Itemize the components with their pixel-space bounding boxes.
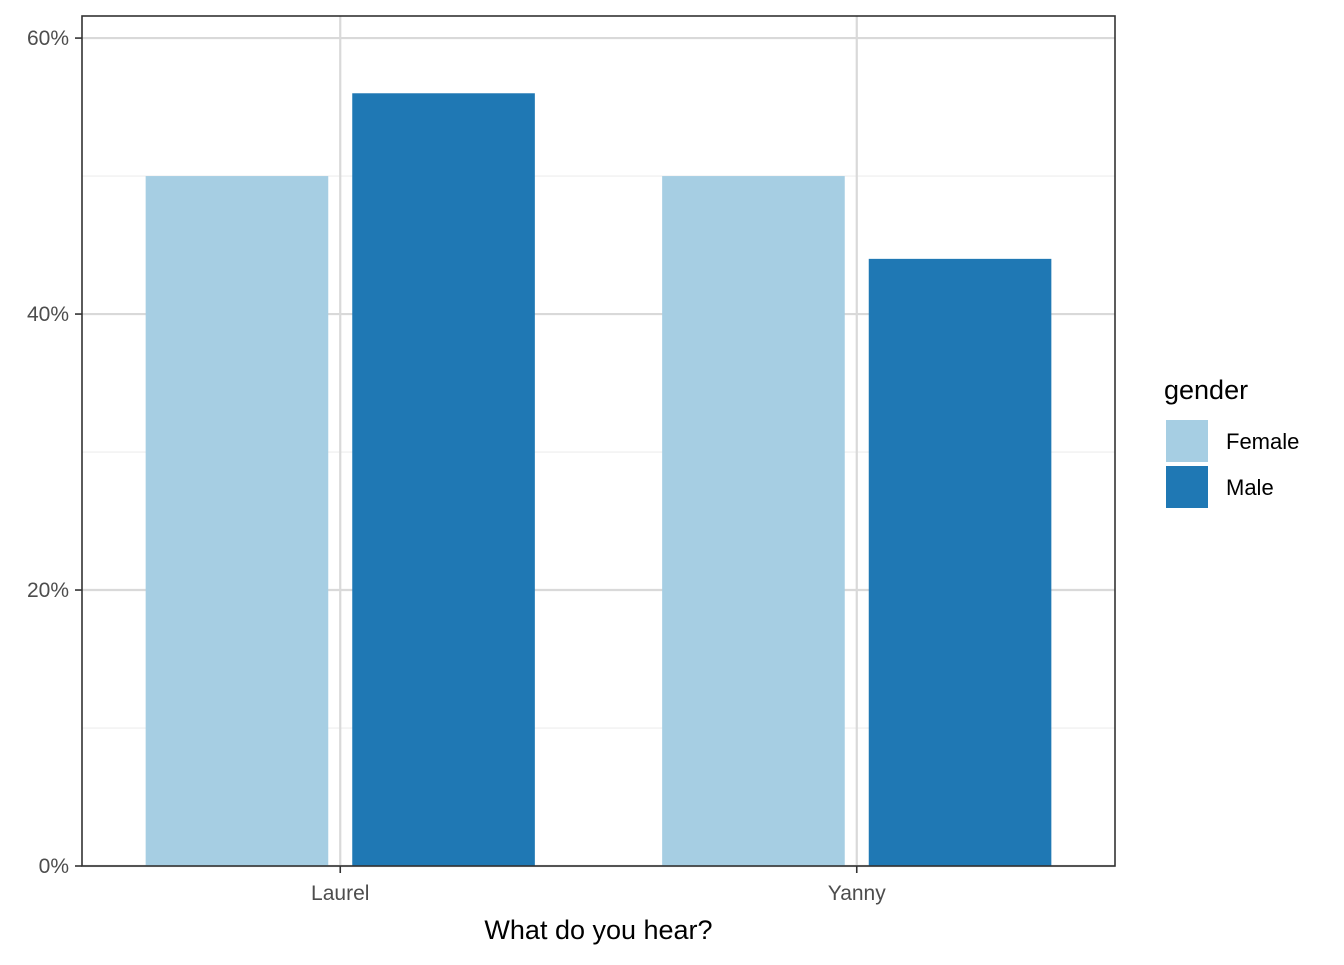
y-tick-label: 20% — [27, 579, 69, 602]
bar-yanny-male — [868, 258, 1052, 866]
x-tick-label: Yanny — [828, 882, 886, 905]
legend-key-female — [1166, 420, 1208, 462]
legend-label-female: Female — [1226, 429, 1299, 454]
bar-laurel-male — [352, 93, 535, 867]
y-tick-label: 60% — [27, 27, 69, 50]
panel-border — [81, 15, 1116, 867]
x-tick-label: Laurel — [311, 882, 369, 905]
bar-yanny-female — [662, 176, 845, 866]
legend-label-male: Male — [1226, 475, 1274, 500]
legend-key-male — [1166, 466, 1208, 508]
bar-laurel-female — [145, 176, 329, 866]
legend-title: gender — [1164, 375, 1248, 405]
axis-layer: 0% 20% 40% 60% Laurel Yanny — [27, 27, 886, 905]
x-axis-title: What do you hear? — [484, 915, 712, 945]
y-tick-label: 40% — [27, 303, 69, 326]
legend: gender Female Male — [1164, 375, 1299, 508]
y-tick-label: 0% — [39, 855, 69, 878]
bars-layer — [145, 93, 1052, 867]
